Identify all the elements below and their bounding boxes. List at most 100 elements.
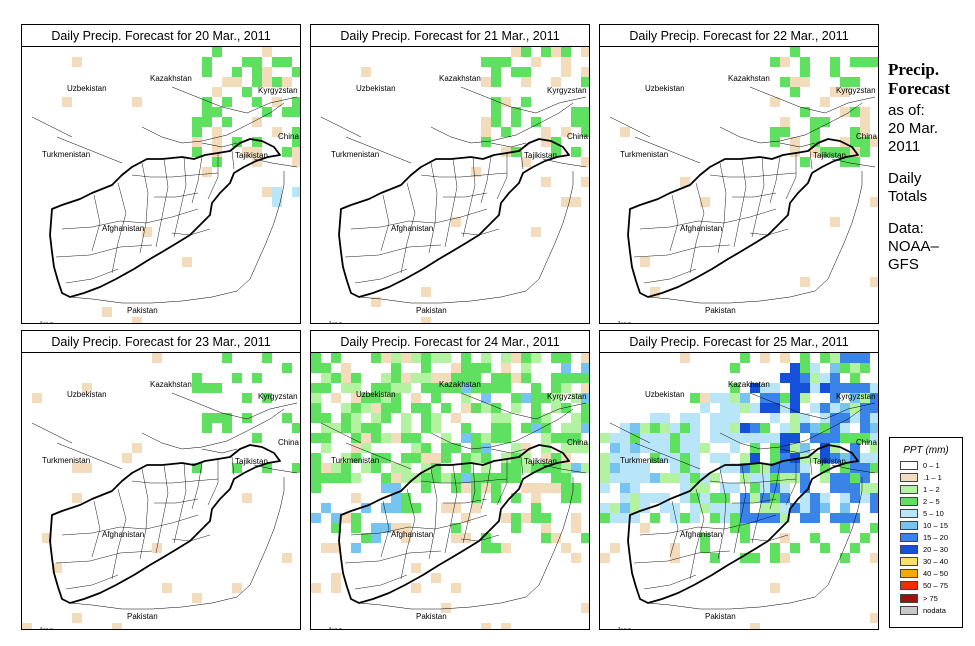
precip-cell bbox=[331, 583, 341, 593]
precip-cell bbox=[401, 523, 411, 533]
precip-cell bbox=[840, 423, 850, 433]
precip-cell bbox=[850, 513, 860, 523]
precip-cell bbox=[511, 117, 521, 127]
precip-cell bbox=[541, 483, 551, 493]
legend-swatch bbox=[900, 533, 918, 543]
precip-cell bbox=[421, 317, 431, 323]
legend-swatch bbox=[900, 557, 918, 567]
precip-cell bbox=[311, 453, 321, 463]
precip-cell bbox=[292, 463, 300, 473]
precip-cell bbox=[471, 373, 481, 383]
precip-cell bbox=[850, 107, 860, 117]
legend-swatch bbox=[900, 581, 918, 591]
precip-cell bbox=[720, 493, 730, 503]
country-label-turkmenistan: Turkmenistan bbox=[42, 150, 90, 159]
precip-cell bbox=[720, 483, 730, 493]
precip-cell bbox=[481, 463, 491, 473]
precip-cell bbox=[192, 463, 202, 473]
precip-cell bbox=[670, 543, 680, 553]
precip-cell bbox=[511, 463, 521, 473]
precip-cell bbox=[630, 493, 640, 503]
legend-item: 5 – 10 bbox=[900, 507, 962, 519]
legend-item: 1 – 2 bbox=[900, 483, 962, 495]
precip-cell bbox=[541, 443, 551, 453]
precip-cell bbox=[421, 383, 431, 393]
precip-cell bbox=[690, 503, 700, 513]
precip-cell bbox=[690, 493, 700, 503]
precip-cell bbox=[391, 403, 401, 413]
precip-cell bbox=[660, 443, 670, 453]
precip-cell bbox=[670, 473, 680, 483]
precip-cell bbox=[501, 413, 511, 423]
precip-cell bbox=[600, 463, 610, 473]
precip-cell bbox=[311, 513, 321, 523]
country-label-tajikistan: Tajikistan bbox=[235, 151, 268, 160]
precip-cell bbox=[521, 67, 531, 77]
precip-cell bbox=[650, 493, 660, 503]
precip-cell bbox=[800, 513, 810, 523]
precip-cell bbox=[561, 423, 571, 433]
precip-cell bbox=[341, 473, 351, 483]
precip-cell bbox=[282, 363, 292, 373]
precip-cell bbox=[421, 483, 431, 493]
precip-cell bbox=[391, 523, 401, 533]
precip-cell bbox=[451, 583, 461, 593]
precip-cell bbox=[780, 503, 790, 513]
precip-cell bbox=[750, 483, 760, 493]
precip-cell bbox=[541, 513, 551, 523]
precip-cell bbox=[381, 353, 391, 363]
precip-cell bbox=[850, 383, 860, 393]
neighbor-boundaries bbox=[31, 86, 298, 168]
precip-cell bbox=[351, 543, 361, 553]
precip-cell bbox=[252, 157, 262, 167]
province-boundaries bbox=[633, 150, 813, 284]
precip-cell bbox=[870, 137, 878, 147]
precip-cell bbox=[262, 393, 272, 403]
precip-cell bbox=[770, 583, 780, 593]
precip-cell bbox=[690, 433, 700, 443]
precip-cell bbox=[421, 423, 431, 433]
precip-cell bbox=[870, 523, 878, 533]
precip-cell bbox=[820, 493, 830, 503]
precip-cell bbox=[680, 413, 690, 423]
precip-cell bbox=[800, 413, 810, 423]
precip-cell bbox=[600, 473, 610, 483]
country-label-iran: Iran bbox=[40, 320, 54, 323]
precip-cell bbox=[292, 127, 300, 137]
precip-cell bbox=[202, 413, 212, 423]
precip-cell bbox=[571, 393, 581, 403]
precip-cell bbox=[720, 393, 730, 403]
precip-cell bbox=[860, 403, 870, 413]
asof-line1: as of: bbox=[888, 102, 925, 119]
precip-cell bbox=[461, 403, 471, 413]
precip-cell bbox=[750, 403, 760, 413]
precip-cell bbox=[421, 463, 431, 473]
precip-cell bbox=[501, 453, 511, 463]
precip-cell bbox=[790, 137, 800, 147]
precip-cell bbox=[680, 353, 690, 363]
precip-cell bbox=[541, 393, 551, 403]
precip-cell bbox=[551, 393, 561, 403]
precip-cell bbox=[321, 503, 331, 513]
precip-cell bbox=[411, 583, 421, 593]
precip-cell bbox=[870, 57, 878, 67]
precip-cell bbox=[491, 383, 501, 393]
precip-cell bbox=[292, 423, 300, 433]
precip-cell bbox=[750, 623, 760, 629]
precip-cell bbox=[461, 383, 471, 393]
precip-cell bbox=[371, 463, 381, 473]
precip-cell bbox=[810, 363, 820, 373]
precip-cell bbox=[401, 503, 411, 513]
country-label-kyrgyzstan: Kyrgyzstan bbox=[836, 392, 876, 401]
precip-cell bbox=[840, 513, 850, 523]
precip-cell bbox=[830, 147, 840, 157]
precip-cell bbox=[361, 423, 371, 433]
precip-cell bbox=[860, 453, 870, 463]
precip-cell bbox=[780, 353, 790, 363]
precip-cell bbox=[551, 483, 561, 493]
precip-cell bbox=[192, 127, 202, 137]
precip-cell bbox=[551, 383, 561, 393]
precip-cell bbox=[750, 513, 760, 523]
precip-cell bbox=[780, 433, 790, 443]
precip-cell bbox=[561, 383, 571, 393]
